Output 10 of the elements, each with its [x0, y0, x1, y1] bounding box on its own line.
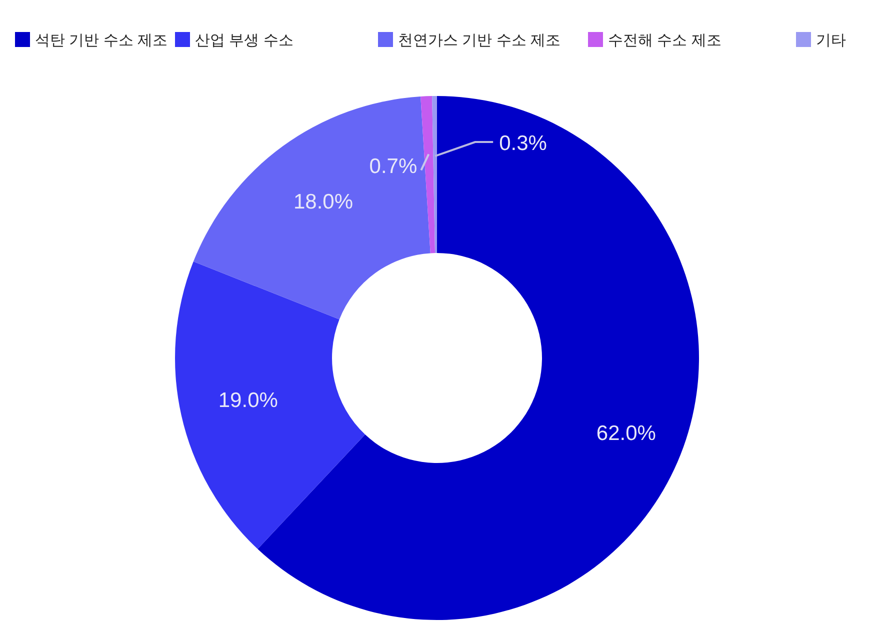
legend-label: 산업 부생 수소: [195, 32, 294, 49]
legend-label: 기타: [816, 32, 846, 49]
data-label: 18.0%: [293, 190, 354, 214]
legend-label: 석탄 기반 수소 제조: [35, 32, 168, 49]
legend-label: 수전해 수소 제조: [608, 32, 722, 49]
data-label: 62.0%: [596, 422, 656, 445]
data-label: 0.7%: [369, 155, 418, 178]
legend-label: 천연가스 기반 수소 제조: [398, 32, 561, 49]
data-label: 0.3%: [499, 132, 547, 156]
data-label: 19.0%: [218, 389, 278, 412]
